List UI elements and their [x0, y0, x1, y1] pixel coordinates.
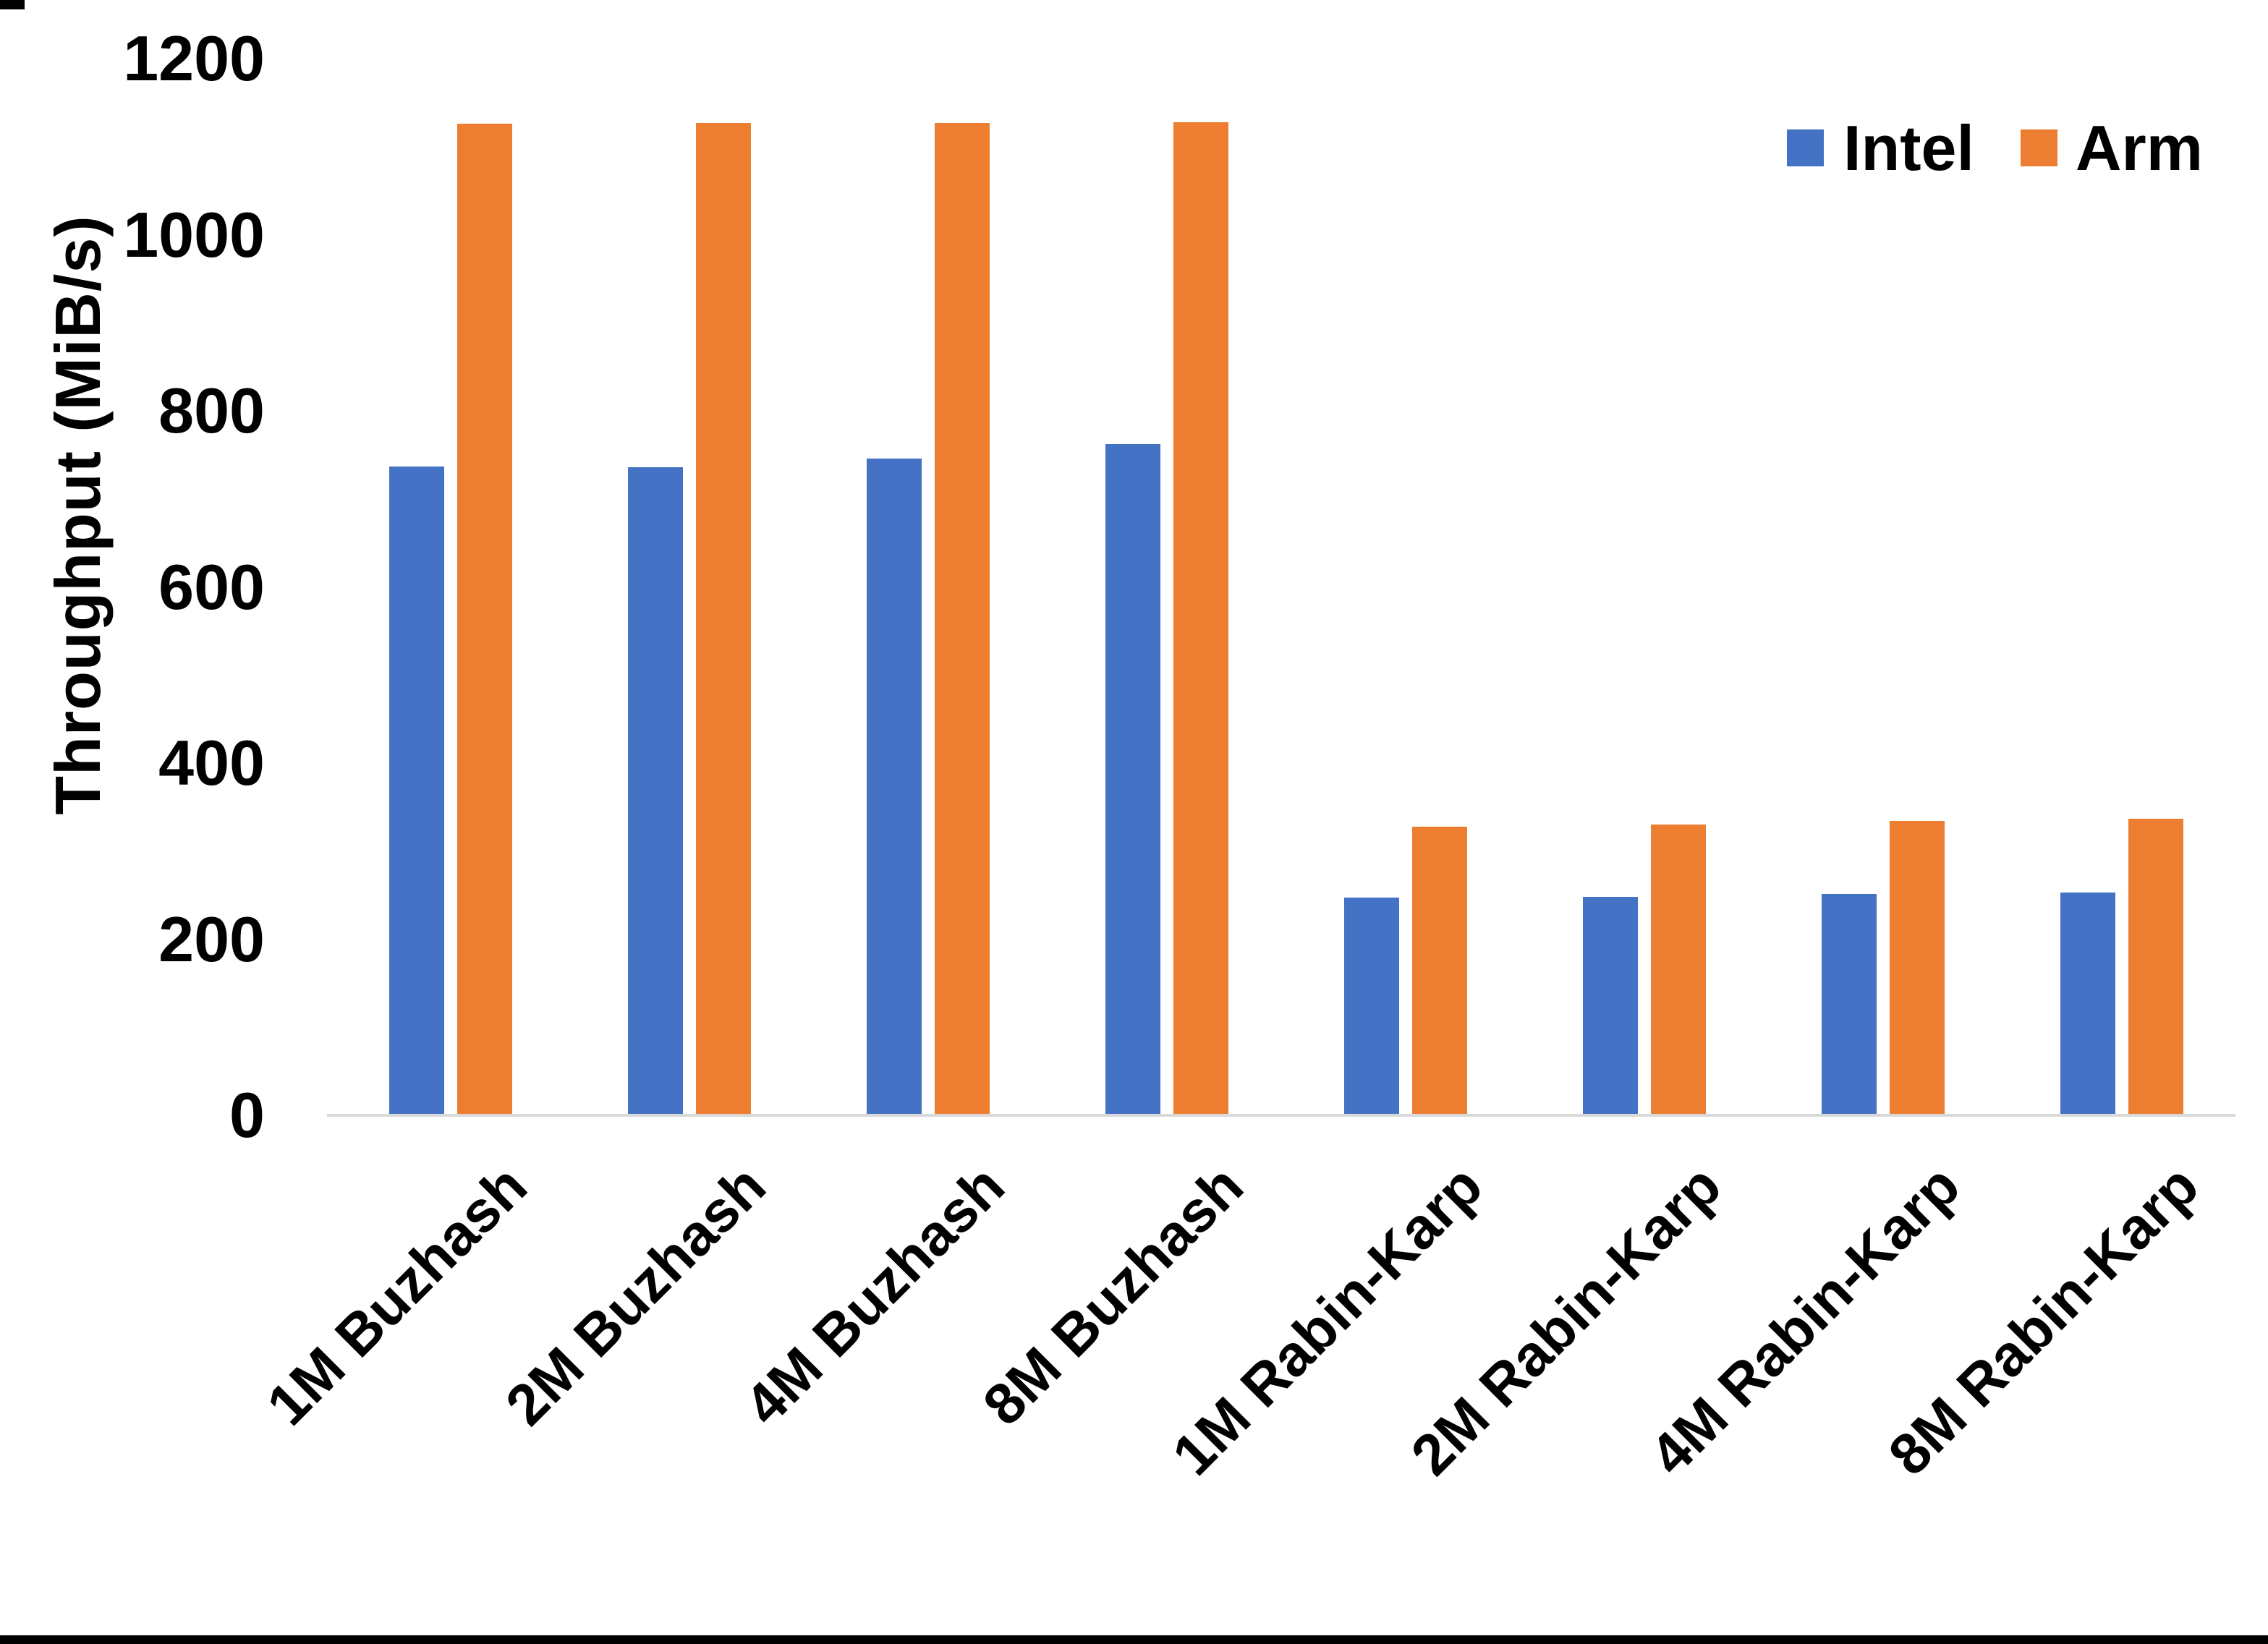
bottom-border: [0, 1635, 2268, 1644]
bar-intel-1m-buzhash: [389, 467, 444, 1115]
bar-arm-4m-buzhash: [935, 123, 990, 1115]
bar-arm-2m-buzhash: [696, 123, 751, 1115]
legend-label-intel: Intel: [1843, 112, 1974, 184]
legend-label-arm: Arm: [2076, 112, 2204, 184]
bar-intel-2m-buzhash: [628, 467, 683, 1115]
y-tick-label-1000: 1000: [123, 198, 265, 271]
y-tick-label-600: 600: [158, 550, 265, 623]
top-left-artifact: [0, 0, 25, 9]
y-tick-label-800: 800: [158, 375, 265, 446]
y-tick-label-400: 400: [158, 727, 265, 798]
y-tick-label-1200: 1200: [123, 22, 265, 94]
bar-intel-8m-rabin-karp: [2060, 893, 2115, 1115]
y-tick-label-200: 200: [158, 903, 265, 975]
bar-arm-8m-buzhash: [1173, 122, 1228, 1115]
bar-intel-2m-rabin-karp: [1583, 897, 1638, 1115]
bar-arm-1m-buzhash: [457, 124, 512, 1115]
legend-swatch-intel: [1787, 129, 1824, 166]
bar-intel-4m-buzhash: [867, 459, 922, 1115]
y-tick-label-0: 0: [229, 1079, 265, 1151]
bar-intel-1m-rabin-karp: [1344, 898, 1399, 1115]
bar-arm-4m-rabin-karp: [1890, 821, 1945, 1115]
bar-arm-1m-rabin-karp: [1412, 827, 1467, 1115]
bar-arm-2m-rabin-karp: [1651, 825, 1706, 1115]
bar-arm-8m-rabin-karp: [2128, 819, 2183, 1115]
x-axis-line: [327, 1114, 2235, 1117]
legend-swatch-arm: [2021, 129, 2057, 166]
bar-intel-8m-buzhash: [1105, 444, 1160, 1115]
bar-intel-4m-rabin-karp: [1822, 894, 1877, 1115]
